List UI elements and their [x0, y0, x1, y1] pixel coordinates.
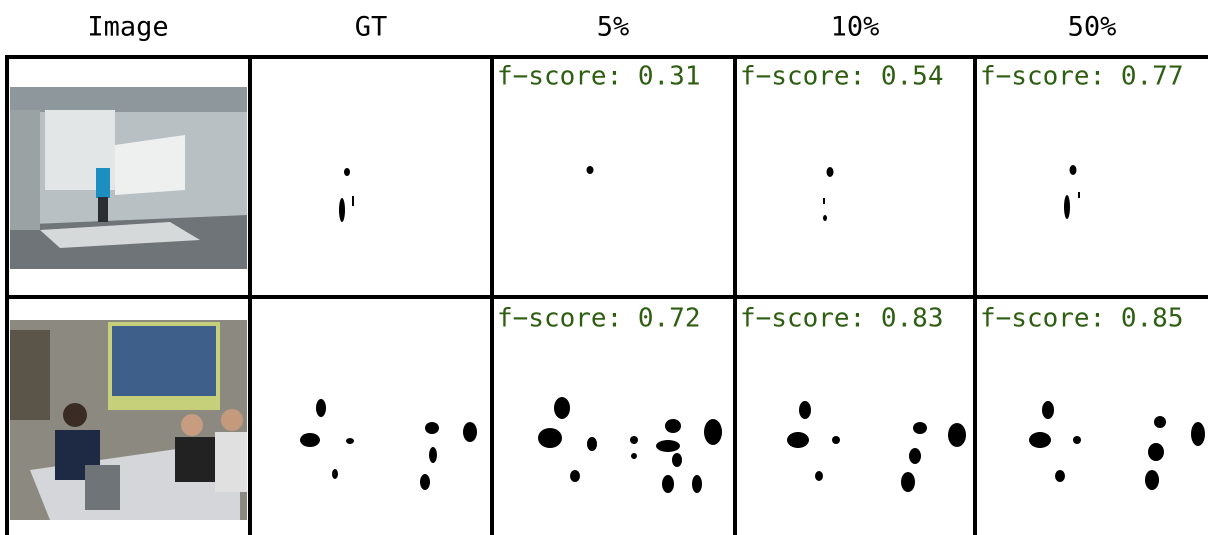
photo — [10, 87, 247, 269]
f-score: f−score: 0.31 — [497, 62, 701, 92]
grid-border — [5, 55, 1208, 535]
f-score: f−score: 0.72 — [497, 304, 701, 334]
photo — [10, 320, 247, 520]
f-score: f−score: 0.54 — [740, 62, 944, 92]
column-header: 5% — [597, 12, 630, 43]
f-score: f−score: 0.83 — [740, 304, 944, 334]
f-score: f−score: 0.85 — [980, 304, 1184, 334]
f-score: f−score: 0.77 — [980, 62, 1184, 92]
mask — [339, 165, 1080, 222]
column-header: 50% — [1068, 12, 1117, 43]
column-header: GT — [355, 12, 388, 43]
column-header: Image — [87, 12, 168, 43]
mask — [300, 397, 1205, 493]
column-header: 10% — [831, 12, 880, 43]
